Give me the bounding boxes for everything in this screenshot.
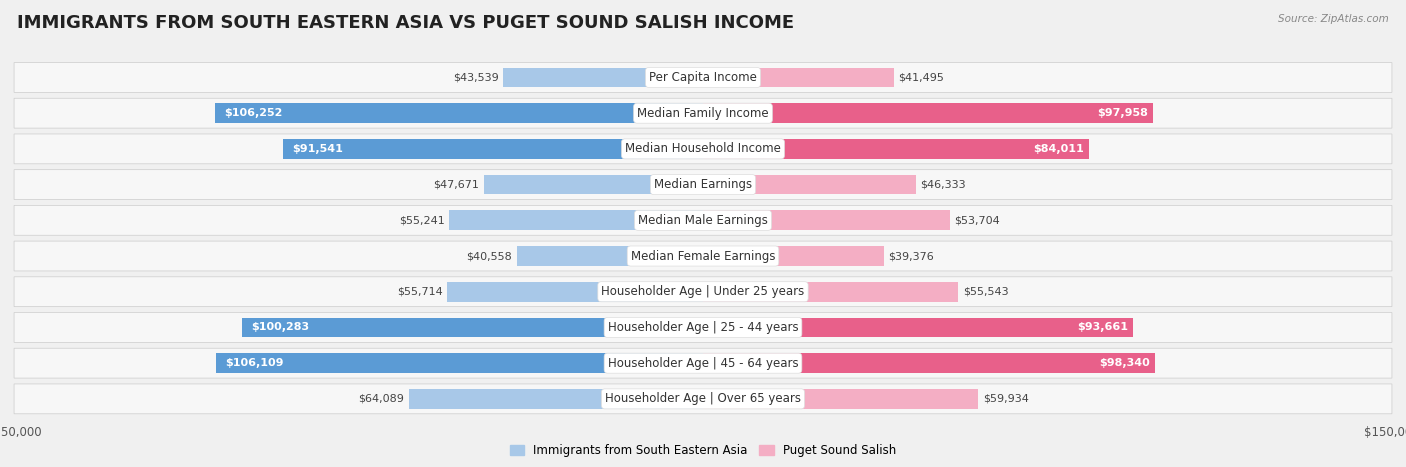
Text: $84,011: $84,011 [1033,144,1084,154]
Bar [703,139,1088,159]
Text: IMMIGRANTS FROM SOUTH EASTERN ASIA VS PUGET SOUND SALISH INCOME: IMMIGRANTS FROM SOUTH EASTERN ASIA VS PU… [17,14,794,32]
Bar [215,354,703,373]
FancyBboxPatch shape [14,348,1392,378]
Text: $93,661: $93,661 [1077,322,1129,333]
Text: $41,495: $41,495 [898,72,943,83]
Text: Householder Age | 45 - 64 years: Householder Age | 45 - 64 years [607,357,799,370]
Text: $106,252: $106,252 [224,108,283,118]
Bar [703,68,894,87]
Text: Source: ZipAtlas.com: Source: ZipAtlas.com [1278,14,1389,24]
Bar [503,68,703,87]
Text: $46,333: $46,333 [921,180,966,190]
Text: Householder Age | Over 65 years: Householder Age | Over 65 years [605,392,801,405]
Bar [450,211,703,230]
Legend: Immigrants from South Eastern Asia, Puget Sound Salish: Immigrants from South Eastern Asia, Puge… [505,439,901,462]
Bar [703,103,1153,123]
Text: $97,958: $97,958 [1098,108,1149,118]
FancyBboxPatch shape [14,63,1392,92]
Text: $55,543: $55,543 [963,287,1008,297]
Text: $55,241: $55,241 [399,215,444,225]
Bar [283,139,703,159]
Text: $59,934: $59,934 [983,394,1029,404]
Text: Median Household Income: Median Household Income [626,142,780,156]
Text: $40,558: $40,558 [467,251,512,261]
Text: $43,539: $43,539 [453,72,499,83]
Text: $98,340: $98,340 [1099,358,1150,368]
Text: $91,541: $91,541 [291,144,343,154]
Text: $53,704: $53,704 [955,215,1000,225]
FancyBboxPatch shape [14,241,1392,271]
FancyBboxPatch shape [14,312,1392,342]
Text: $64,089: $64,089 [359,394,404,404]
Text: $55,714: $55,714 [396,287,443,297]
Text: $100,283: $100,283 [252,322,309,333]
Text: Median Family Income: Median Family Income [637,106,769,120]
Bar [484,175,703,194]
Bar [447,282,703,302]
FancyBboxPatch shape [14,170,1392,199]
Bar [215,103,703,123]
Bar [703,318,1133,337]
Bar [409,389,703,409]
FancyBboxPatch shape [14,384,1392,414]
Text: Median Earnings: Median Earnings [654,178,752,191]
Bar [703,282,957,302]
Text: $47,671: $47,671 [433,180,479,190]
Text: Median Male Earnings: Median Male Earnings [638,214,768,227]
Text: $106,109: $106,109 [225,358,284,368]
Bar [517,246,703,266]
FancyBboxPatch shape [14,205,1392,235]
Text: Per Capita Income: Per Capita Income [650,71,756,84]
Bar [703,175,915,194]
Bar [703,246,884,266]
Text: $39,376: $39,376 [889,251,934,261]
FancyBboxPatch shape [14,98,1392,128]
Bar [703,354,1154,373]
Bar [703,211,949,230]
Text: Householder Age | 25 - 44 years: Householder Age | 25 - 44 years [607,321,799,334]
Bar [242,318,703,337]
Bar [703,389,979,409]
FancyBboxPatch shape [14,134,1392,164]
FancyBboxPatch shape [14,277,1392,307]
Text: Median Female Earnings: Median Female Earnings [631,249,775,262]
Text: Householder Age | Under 25 years: Householder Age | Under 25 years [602,285,804,298]
